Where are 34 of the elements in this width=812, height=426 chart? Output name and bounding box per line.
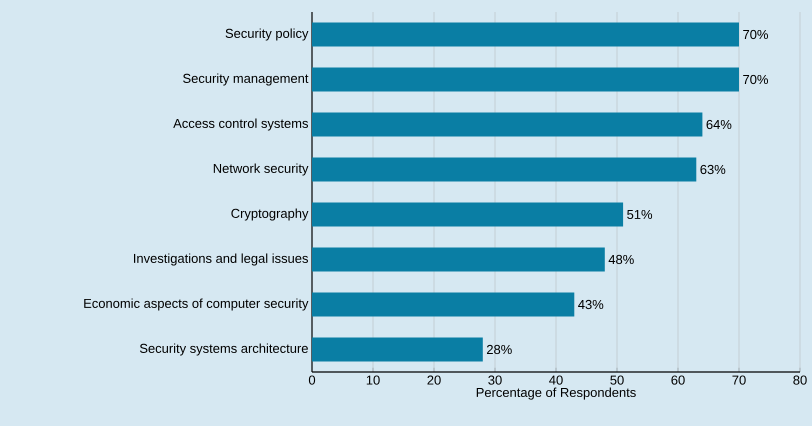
bar — [312, 248, 605, 272]
y-tick-label: Security systems architecture — [140, 343, 308, 356]
data-label: 63% — [700, 164, 726, 174]
bar — [312, 68, 739, 92]
data-label: 64% — [706, 120, 732, 130]
y-tick-label: Access control systems — [173, 118, 308, 131]
x-axis-title: Percentage of Respondents — [476, 388, 636, 400]
y-tick-label: Security policy — [226, 28, 308, 41]
x-tick-label: 20 — [427, 376, 441, 385]
x-tick-label: 10 — [366, 376, 380, 385]
y-tick-label: Cryptography — [231, 208, 308, 221]
x-tick-label: 40 — [549, 376, 563, 385]
y-tick-label: Economic aspects of computer security — [84, 298, 308, 311]
bar — [312, 112, 702, 137]
y-tick-label: Investigations and legal issues — [134, 253, 308, 266]
data-label: 48% — [608, 254, 634, 264]
data-label: 51% — [627, 210, 652, 220]
data-label: 28% — [486, 344, 512, 354]
bar — [312, 338, 483, 362]
x-tick-label: 70 — [732, 376, 746, 385]
bar — [312, 202, 624, 226]
x-tick-label: 30 — [488, 376, 502, 385]
bar — [312, 22, 739, 47]
y-tick-label: Network security — [214, 163, 308, 176]
data-label: 70% — [743, 30, 768, 40]
x-tick-label: 60 — [671, 376, 685, 385]
x-tick-label: 0 — [308, 376, 316, 385]
y-tick-label: Security management — [183, 73, 308, 86]
x-tick-label: 50 — [610, 376, 624, 385]
bar — [312, 292, 574, 316]
data-label: 43% — [578, 300, 604, 310]
x-tick-label: 80 — [793, 376, 807, 385]
data-label: 70% — [743, 74, 768, 84]
bar — [312, 158, 696, 182]
